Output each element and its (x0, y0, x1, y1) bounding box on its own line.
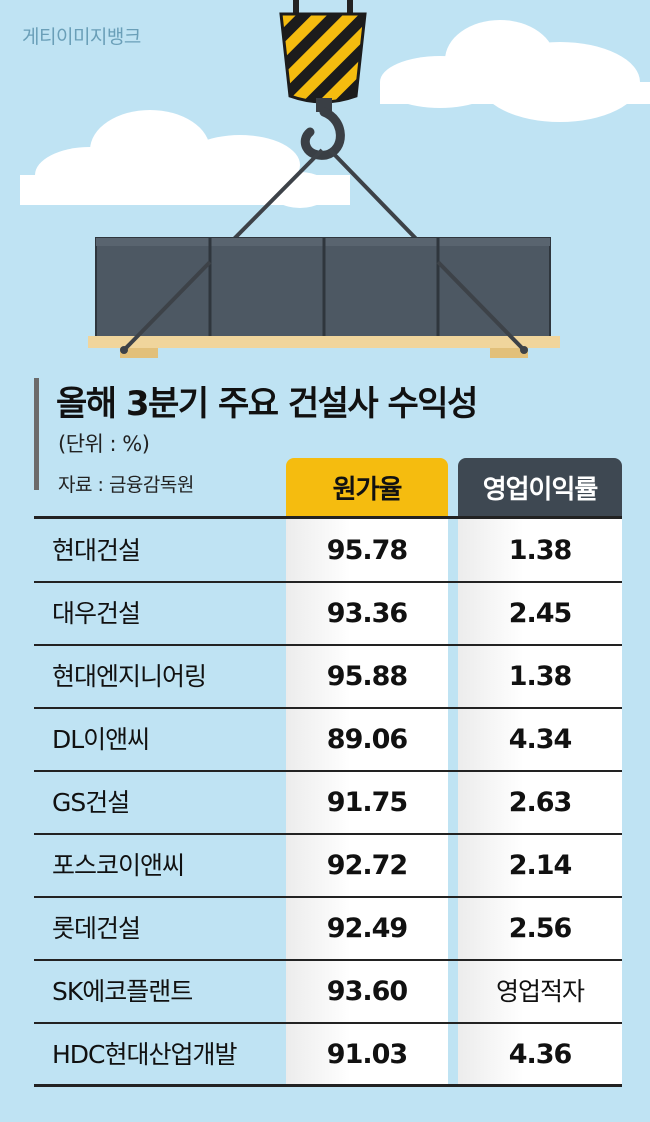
cargo-container (95, 237, 551, 339)
table-row: HDC현대산업개발 91.03 4.36 (34, 1023, 622, 1086)
cost-ratio-value: 91.75 (326, 787, 408, 818)
cloud-right (380, 20, 650, 122)
table-bottom-rule (34, 1084, 622, 1087)
operating-margin-value: 영업적자 (495, 977, 585, 1006)
source-label: 자료 : 금융감독원 (58, 474, 194, 496)
operating-margin-value: 4.34 (508, 724, 573, 755)
row-divider (34, 644, 622, 646)
operating-margin-value: 2.14 (508, 850, 573, 881)
table-row: 현대엔지니어링 95.88 1.38 (34, 645, 622, 708)
row-divider (34, 833, 622, 835)
company-name: 현대건설 (52, 536, 141, 565)
table-row: GS건설 91.75 2.63 (34, 771, 622, 834)
company-name: HDC현대산업개발 (52, 1040, 238, 1069)
company-name: GS건설 (52, 788, 130, 817)
row-divider (34, 896, 622, 898)
operating-margin-value: 2.56 (508, 913, 573, 944)
operating-margin-value: 1.38 (508, 535, 573, 566)
row-divider (34, 707, 622, 709)
operating-margin-value: 1.38 (508, 661, 573, 692)
title-accent-bar (34, 378, 39, 490)
chart-title: 올해 3분기 주요 건설사 수익성 (56, 384, 478, 424)
row-divider (34, 1022, 622, 1024)
company-name: DL이앤씨 (52, 725, 150, 754)
operating-margin-value: 4.36 (508, 1039, 573, 1070)
cost-ratio-value: 95.78 (326, 535, 408, 566)
table-row: 현대건설 95.78 1.38 (34, 519, 622, 582)
operating-margin-column-bg (458, 516, 622, 1086)
company-name: 롯데건설 (52, 914, 141, 943)
cost-ratio-value: 89.06 (326, 724, 408, 755)
cost-ratio-value: 93.36 (326, 598, 408, 629)
company-name: SK에코플랜트 (52, 977, 193, 1006)
row-divider (34, 581, 622, 583)
row-divider (34, 770, 622, 772)
company-name: 포스코이앤씨 (52, 851, 185, 880)
table-row: 대우건설 93.36 2.45 (34, 582, 622, 645)
cost-ratio-value: 92.72 (326, 850, 408, 881)
operating-margin-value: 2.45 (508, 598, 573, 629)
operating-margin-value: 2.63 (508, 787, 573, 818)
cost-ratio-column-bg (286, 516, 448, 1086)
table-row: 포스코이앤씨 92.72 2.14 (34, 834, 622, 897)
company-name: 대우건설 (52, 599, 141, 628)
row-divider (34, 959, 622, 961)
table-top-rule (34, 516, 622, 519)
cost-ratio-header: 원가율 (286, 458, 448, 516)
cost-ratio-value: 91.03 (326, 1039, 408, 1070)
hook-icon (300, 107, 345, 160)
table-row: DL이앤씨 89.06 4.34 (34, 708, 622, 771)
cost-ratio-value: 95.88 (326, 661, 408, 692)
cost-ratio-value: 93.60 (326, 976, 408, 1007)
image-credit: 게티이미지뱅크 (22, 26, 141, 48)
hook-block (279, 12, 367, 104)
cloud-left (20, 110, 350, 208)
operating-margin-header: 영업이익률 (458, 458, 622, 516)
table-row: SK에코플랜트 93.60 영업적자 (34, 960, 622, 1023)
table-row: 롯데건설 92.49 2.56 (34, 897, 622, 960)
crane-illustration (20, 0, 650, 358)
cost-ratio-value: 92.49 (326, 913, 408, 944)
pallet (88, 336, 560, 348)
company-name: 현대엔지니어링 (52, 662, 207, 691)
unit-label: (단위 : %) (58, 432, 150, 456)
